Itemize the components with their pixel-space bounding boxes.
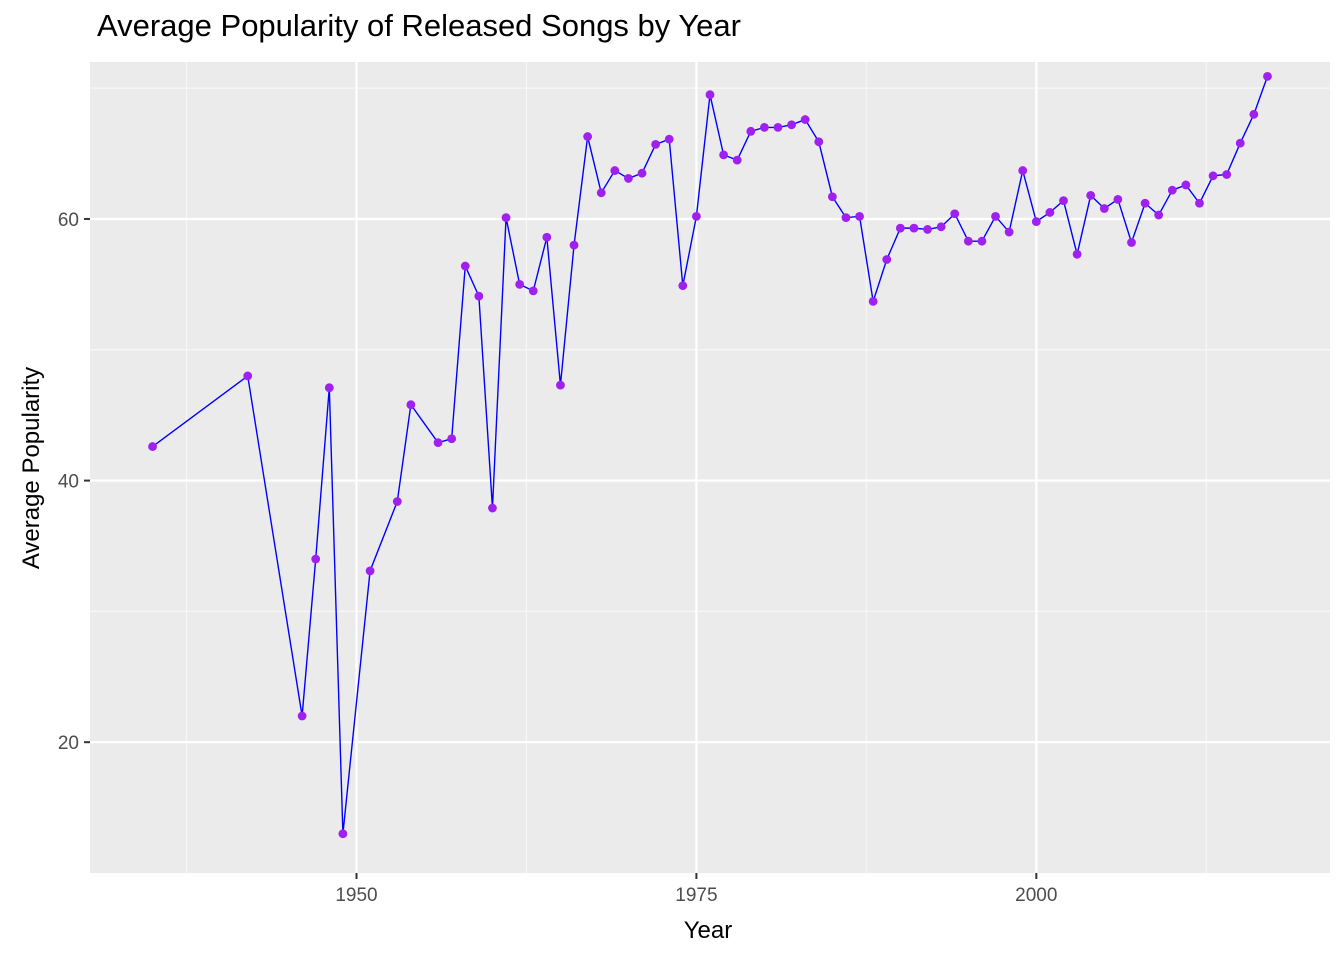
data-point bbox=[814, 137, 824, 147]
data-point bbox=[637, 168, 647, 178]
data-point bbox=[1263, 71, 1272, 81]
data-point bbox=[1249, 109, 1259, 119]
data-point bbox=[501, 213, 511, 223]
data-point bbox=[474, 291, 484, 301]
y-tick-label: 20 bbox=[58, 733, 79, 754]
axis-ticks bbox=[84, 217, 1038, 879]
data-point bbox=[610, 166, 620, 175]
y-tick-label: 60 bbox=[58, 210, 79, 231]
data-point bbox=[1045, 208, 1055, 217]
data-point bbox=[243, 371, 253, 381]
data-point bbox=[936, 222, 946, 232]
data-point bbox=[800, 115, 810, 124]
data-point bbox=[651, 140, 661, 149]
chart-title: Average Popularity of Released Songs by … bbox=[97, 8, 741, 43]
data-point bbox=[787, 120, 796, 130]
data-point bbox=[1181, 180, 1191, 190]
data-point bbox=[297, 711, 307, 721]
data-point bbox=[1059, 196, 1068, 206]
data-point bbox=[855, 211, 864, 221]
data-point bbox=[868, 296, 878, 306]
data-point bbox=[923, 225, 932, 234]
data-point bbox=[746, 126, 756, 136]
plot-panel bbox=[90, 62, 1330, 873]
data-point bbox=[338, 829, 348, 839]
data-point bbox=[1167, 185, 1177, 195]
data-point bbox=[719, 150, 728, 160]
y-axis-tick-labels: 20 40 60 bbox=[58, 210, 79, 754]
data-point bbox=[678, 281, 688, 291]
data-point bbox=[909, 223, 919, 233]
data-point bbox=[624, 174, 633, 183]
data-point bbox=[1222, 170, 1232, 179]
data-point bbox=[882, 255, 892, 264]
data-point bbox=[569, 240, 579, 250]
data-point bbox=[773, 123, 783, 132]
data-point bbox=[991, 211, 1000, 221]
data-point bbox=[827, 192, 837, 202]
data-point bbox=[1195, 198, 1204, 208]
data-point bbox=[664, 134, 674, 144]
data-point bbox=[1072, 249, 1082, 259]
data-point bbox=[528, 286, 538, 296]
data-point bbox=[1127, 238, 1136, 247]
data-point bbox=[895, 223, 905, 233]
data-point bbox=[1208, 171, 1218, 181]
data-point bbox=[365, 566, 375, 576]
data-point bbox=[692, 211, 701, 221]
data-point bbox=[324, 383, 334, 393]
data-point bbox=[1031, 217, 1041, 226]
data-point bbox=[311, 554, 321, 564]
data-point bbox=[705, 90, 715, 100]
x-tick-label: 1950 bbox=[335, 885, 377, 906]
data-point bbox=[447, 434, 457, 444]
x-tick-label: 1975 bbox=[675, 885, 717, 906]
data-point bbox=[460, 261, 470, 271]
data-point bbox=[406, 400, 416, 410]
minor-gridlines bbox=[90, 62, 1330, 873]
data-point bbox=[596, 188, 606, 198]
x-axis-tick-labels: 1950 1975 2000 bbox=[335, 885, 1057, 906]
data-point bbox=[1086, 191, 1096, 200]
data-point bbox=[1113, 194, 1123, 204]
data-points bbox=[148, 71, 1272, 839]
major-gridlines bbox=[90, 62, 1330, 873]
data-point bbox=[488, 503, 497, 513]
data-point bbox=[392, 497, 402, 506]
data-point bbox=[1140, 198, 1150, 208]
data-point bbox=[515, 279, 525, 289]
data-point bbox=[1154, 210, 1164, 220]
data-point bbox=[433, 438, 443, 448]
data-point bbox=[963, 236, 973, 246]
data-point bbox=[1235, 138, 1245, 148]
data-point bbox=[1004, 227, 1014, 237]
data-point bbox=[977, 236, 987, 246]
data-point bbox=[148, 442, 157, 451]
data-point bbox=[1099, 204, 1109, 213]
data-point bbox=[556, 380, 565, 390]
x-axis-title: Year bbox=[684, 917, 733, 944]
data-point bbox=[759, 123, 769, 132]
data-point bbox=[1018, 166, 1028, 175]
data-point bbox=[583, 132, 593, 141]
data-point bbox=[950, 209, 960, 219]
data-point bbox=[841, 213, 851, 223]
y-tick-label: 40 bbox=[58, 472, 79, 493]
data-point bbox=[542, 232, 552, 242]
y-axis-title: Average Popularity bbox=[18, 367, 45, 569]
x-tick-label: 2000 bbox=[1015, 885, 1057, 906]
data-point bbox=[732, 155, 742, 165]
